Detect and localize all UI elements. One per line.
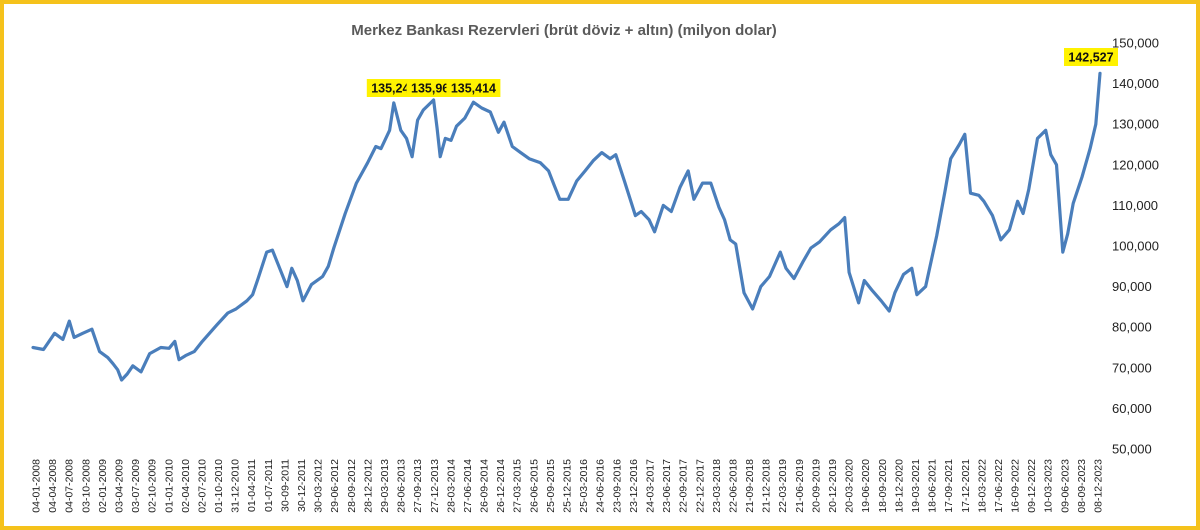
x-tick-label: 25-03-2016 — [578, 459, 590, 513]
peak-callout: 142,527 — [1064, 48, 1118, 66]
y-tick-label: 50,000 — [1112, 442, 1152, 457]
x-tick-label: 01-10-2010 — [213, 459, 225, 513]
x-tick-label: 18-12-2020 — [893, 459, 905, 513]
x-tick-label: 27-09-2013 — [412, 459, 424, 513]
y-tick-label: 60,000 — [1112, 401, 1152, 416]
x-tick-label: 30-03-2012 — [313, 459, 325, 513]
x-tick-label: 01-01-2010 — [163, 459, 175, 513]
x-tick-label: 28-03-2014 — [445, 459, 457, 513]
x-tick-label: 19-03-2021 — [910, 459, 922, 513]
x-tick-label: 22-12-2017 — [694, 459, 706, 513]
x-tick-label: 10-03-2023 — [1043, 459, 1055, 513]
y-tick-label: 120,000 — [1112, 157, 1159, 172]
callout-box — [1064, 48, 1118, 66]
callout-label: 142,527 — [1068, 51, 1113, 65]
peak-callout: 135,414 — [446, 79, 501, 97]
x-tick-label: 23-03-2018 — [711, 459, 723, 513]
x-tick-label: 03-07-2009 — [130, 459, 142, 513]
x-tick-label: 26-06-2015 — [528, 459, 540, 513]
x-tick-label: 04-07-2008 — [64, 459, 76, 513]
x-tick-label: 28-12-2012 — [362, 459, 374, 513]
x-tick-label: 21-06-2019 — [794, 459, 806, 513]
x-tick-label: 04-04-2008 — [47, 459, 59, 513]
x-tick-label: 21-12-2018 — [761, 459, 773, 513]
x-tick-label: 27-12-2013 — [429, 459, 441, 513]
x-tick-label: 02-10-2009 — [147, 459, 159, 513]
x-tick-label: 17-06-2022 — [993, 459, 1005, 513]
x-tick-label: 18-03-2022 — [976, 459, 988, 513]
y-tick-label: 90,000 — [1112, 279, 1152, 294]
chart-title: Merkez Bankası Rezervleri (brüt döviz + … — [351, 22, 777, 39]
x-tick-label: 28-09-2012 — [346, 459, 358, 513]
x-tick-label: 31-12-2010 — [230, 459, 242, 513]
x-tick-label: 17-12-2021 — [960, 459, 972, 513]
x-tick-label: 09-12-2022 — [1026, 459, 1038, 513]
x-tick-label: 19-06-2020 — [860, 459, 872, 513]
x-tick-label: 20-09-2019 — [810, 459, 822, 513]
x-tick-label: 16-09-2022 — [1010, 459, 1022, 513]
x-tick-label: 26-12-2014 — [495, 459, 507, 513]
x-tick-label: 20-03-2020 — [844, 459, 856, 513]
x-tick-label: 22-09-2017 — [678, 459, 690, 513]
x-tick-label: 20-12-2019 — [827, 459, 839, 513]
x-tick-label: 03-04-2009 — [114, 459, 126, 513]
x-tick-label: 25-09-2015 — [545, 459, 557, 513]
x-tick-label: 30-12-2011 — [296, 459, 308, 512]
x-tick-label: 22-03-2019 — [777, 459, 789, 513]
y-tick-label: 100,000 — [1112, 239, 1159, 254]
x-tick-label: 18-09-2020 — [877, 459, 889, 513]
x-tick-label: 01-04-2011 — [246, 459, 258, 512]
y-tick-label: 130,000 — [1112, 117, 1159, 132]
x-tick-label: 23-06-2017 — [661, 459, 673, 513]
x-tick-label: 01-07-2011 — [263, 459, 275, 512]
x-tick-label: 26-09-2014 — [479, 459, 491, 513]
y-tick-label: 70,000 — [1112, 360, 1152, 375]
x-tick-label: 30-09-2011 — [279, 459, 291, 512]
x-tick-label: 23-09-2016 — [611, 459, 623, 513]
x-tick-label: 03-10-2008 — [80, 459, 92, 513]
x-tick-label: 08-09-2023 — [1076, 459, 1088, 513]
x-tick-label: 29-06-2012 — [329, 459, 341, 513]
x-tick-label: 02-07-2010 — [196, 459, 208, 513]
x-tick-label: 22-06-2018 — [727, 459, 739, 513]
callout-label: 135,962 — [411, 82, 456, 96]
x-tick-label: 25-12-2015 — [562, 459, 574, 513]
x-tick-label: 04-01-2008 — [31, 459, 43, 513]
y-tick-label: 140,000 — [1112, 76, 1159, 91]
callout-label: 135,243 — [371, 82, 416, 96]
callout-box — [446, 79, 501, 97]
x-axis: 04-01-2008 04-04-2008 04-07-2008 03-10-2008… — [31, 459, 1105, 513]
x-tick-label: 24-06-2016 — [595, 459, 607, 513]
x-tick-label: 27-03-2015 — [512, 459, 524, 513]
y-axis: 50,000 60,000 70,000 80,000 90,000 100,000 110… — [1112, 36, 1159, 457]
y-tick-label: 110,000 — [1112, 198, 1158, 213]
x-tick-label: 02-04-2010 — [180, 459, 192, 513]
x-tick-label: 27-06-2014 — [462, 459, 474, 513]
x-tick-label: 18-06-2021 — [927, 459, 939, 513]
x-tick-label: 17-09-2021 — [943, 459, 955, 513]
x-tick-label: 29-03-2013 — [379, 459, 391, 513]
x-tick-label: 08-12-2023 — [1093, 459, 1105, 513]
x-tick-label: 09-06-2023 — [1059, 459, 1071, 513]
callout-label: 135,414 — [451, 82, 496, 96]
y-tick-label: 80,000 — [1112, 320, 1152, 335]
x-tick-label: 21-09-2018 — [744, 459, 756, 513]
x-tick-label: 02-01-2009 — [97, 459, 109, 513]
reserves-series-line — [31, 71, 1102, 382]
x-tick-label: 24-03-2017 — [645, 459, 657, 513]
y-tick-label: 150,000 — [1112, 36, 1159, 51]
x-tick-label: 28-06-2013 — [396, 459, 408, 513]
x-tick-label: 23-12-2016 — [628, 459, 640, 513]
